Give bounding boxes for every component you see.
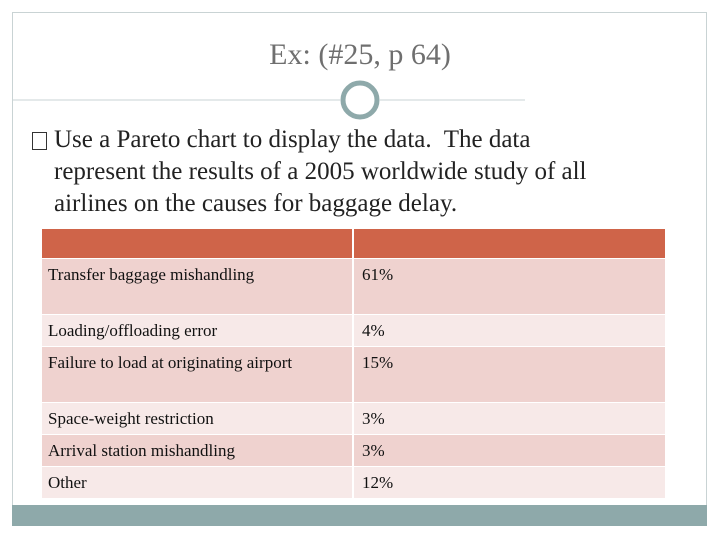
cause-cell: Transfer baggage mishandling — [42, 259, 354, 314]
percent-cell: 15% — [362, 353, 394, 372]
percent-cell: 12% — [362, 473, 394, 492]
percent-cell: 3% — [362, 409, 385, 428]
header-cell — [42, 229, 354, 258]
cause-cell: Arrival station mishandling — [42, 435, 354, 466]
table-header — [42, 229, 665, 258]
slide-title: Ex: (#25, p 64) — [269, 38, 451, 71]
bottom-bar — [12, 505, 707, 526]
bullet-line: Use a Pareto chart to display the data. … — [54, 126, 531, 153]
table-row: Loading/offloading error 4% — [42, 314, 665, 346]
cause-cell: Failure to load at originating airport — [42, 347, 354, 402]
percent-cell: 3% — [362, 441, 385, 460]
table-row: Other 12% — [42, 466, 665, 498]
header-cell — [354, 229, 665, 258]
table-row: Failure to load at originating airport 15… — [42, 346, 665, 402]
title-divider — [12, 80, 525, 120]
cause-cell: Other — [42, 467, 354, 498]
bullet-glyph — [32, 132, 47, 150]
cause-cell: Space-weight restriction — [42, 403, 354, 434]
table-row: Space-weight restriction 3% — [42, 402, 665, 434]
divider-circle — [340, 80, 380, 120]
bullet: Use a Pareto chart to display the data. … — [30, 124, 587, 220]
bullet-line: airlines on the causes for baggage delay… — [54, 190, 458, 217]
bullet-line: represent the results of a 2005 worldwid… — [54, 158, 587, 185]
cause-cell: Loading/offloading error — [42, 315, 354, 346]
table-row: Arrival station mishandling 3% — [42, 434, 665, 466]
table-row: Transfer baggage mishandling 61% — [42, 258, 665, 314]
percent-cell: 4% — [362, 321, 385, 340]
percent-cell: 61% — [362, 265, 394, 284]
